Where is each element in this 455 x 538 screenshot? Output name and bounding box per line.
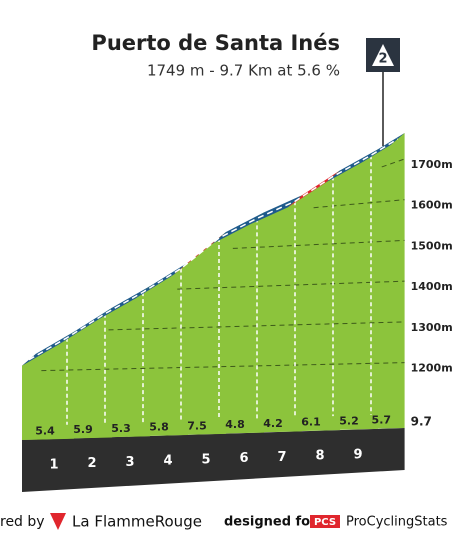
x-tick-label: 5 [201, 452, 210, 467]
chart-title: Puerto de Santa Inés [91, 31, 340, 55]
y-tick-label: 1600m [411, 199, 453, 212]
base-band [22, 428, 405, 492]
gradient-label: 5.9 [73, 423, 93, 436]
gradient-label: 4.2 [263, 417, 283, 430]
x-tick-label: 8 [315, 449, 324, 464]
road-stripe [326, 149, 378, 183]
road-centerline [28, 138, 398, 361]
gradient-label: 5.8 [149, 421, 169, 434]
profile-segment [364, 133, 405, 429]
x-tick-label: 6 [239, 451, 248, 466]
profile: 1200m 1300m 1400m 1500m 1600m 1700m 1 2 3 4 5 6 7 8 9 9… [22, 133, 453, 492]
flame-icon [50, 513, 66, 530]
footer-designed: designed for [224, 515, 317, 530]
grid-line [232, 239, 405, 249]
grid-line [177, 280, 405, 290]
footer-brand: La FlammeRouge [72, 513, 202, 531]
grid-line [313, 199, 405, 209]
badge-triangle [372, 44, 394, 66]
y-tick-label: 1300m [411, 321, 453, 334]
end-distance: 9.7 [411, 415, 432, 429]
gradient-label: 5.2 [339, 414, 359, 427]
chart-subtitle: 1749 m - 9.7 Km at 5.6 % [147, 62, 340, 80]
category-label: 2 [378, 52, 387, 67]
pcs-label: PCS [314, 517, 336, 528]
x-tick-label: 3 [125, 455, 134, 470]
gradient-label: 7.5 [187, 419, 207, 432]
grid-line [41, 362, 405, 372]
y-tick-label: 1200m [411, 362, 453, 375]
pcs-logo [310, 515, 340, 528]
y-tick-label: 1500m [411, 239, 453, 252]
gradient-label: 5.4 [35, 424, 55, 437]
gradient-label: 5.7 [372, 413, 392, 426]
gradient-label: 5.3 [111, 422, 131, 435]
y-tick-label: 1700m [411, 158, 453, 171]
x-tick-label: 2 [87, 456, 96, 471]
footer-powered: red by [0, 514, 45, 530]
road-stripe [212, 212, 264, 244]
x-tick-label: 1 [49, 457, 58, 472]
x-tick-label: 9 [353, 447, 362, 462]
gradient-label: 4.8 [225, 418, 245, 431]
x-tick-label: 4 [163, 454, 172, 469]
gradient-label: 6.1 [301, 416, 321, 429]
road-stripe [250, 195, 302, 225]
y-tick-label: 1400m [411, 280, 453, 293]
x-tick-label: 7 [277, 450, 286, 465]
grid-line [381, 158, 405, 168]
footer-site: ProCyclingStats [346, 515, 448, 530]
